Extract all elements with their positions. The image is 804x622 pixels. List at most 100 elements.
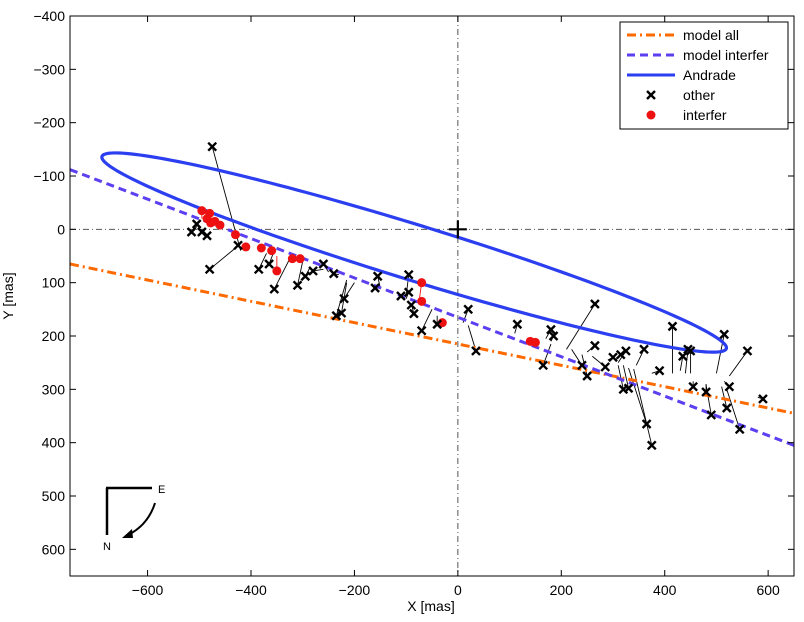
x-tick-label: 0: [454, 582, 462, 598]
interfer-point: [205, 208, 215, 218]
interfer-point: [295, 254, 305, 264]
other-point: [336, 308, 347, 318]
other-point: [742, 346, 753, 356]
other-point: [186, 227, 197, 237]
x-axis-label: X [mas]: [407, 598, 454, 614]
other-point: [202, 230, 212, 241]
residual-line-other: [421, 309, 433, 331]
other-point: [416, 325, 427, 336]
other-point: [641, 419, 652, 429]
interfer-point: [215, 220, 225, 230]
other-point: [463, 304, 474, 315]
other-point: [292, 280, 303, 291]
origin-marker: [448, 220, 467, 239]
x-tick-label: −400: [235, 582, 267, 598]
other-point: [328, 268, 339, 279]
other-point: [403, 269, 414, 280]
other-point: [409, 308, 419, 319]
other-point: [538, 360, 549, 371]
residual-line-other: [297, 261, 304, 286]
other-point: [253, 264, 264, 275]
y-tick-label: −300: [33, 61, 65, 77]
interfer-point: [287, 254, 297, 264]
axes: [69, 15, 795, 577]
legend-marker-other: [646, 90, 656, 100]
residual-line-other: [726, 389, 741, 430]
residual-line-other: [622, 365, 629, 389]
residual-line-other: [273, 258, 291, 290]
other-point: [677, 351, 688, 362]
legend-marker-interfer: [646, 110, 656, 120]
compass-north-label: N: [103, 541, 111, 553]
other-point: [685, 346, 696, 356]
other-point: [370, 283, 380, 293]
residual-line-other: [617, 365, 624, 390]
interfer-point: [230, 230, 240, 240]
other-point: [582, 371, 592, 381]
other-point: [269, 284, 280, 294]
legend-label-other: other: [683, 87, 715, 103]
interfer-point: [241, 242, 251, 252]
other-point: [191, 219, 202, 229]
other-point: [758, 394, 768, 404]
compass-east-label: E: [158, 484, 165, 496]
other-point: [548, 331, 559, 341]
x-tick-label: −200: [339, 582, 371, 598]
other-point: [608, 352, 618, 363]
legend-label-andrade: Andrade: [683, 67, 736, 83]
other-point: [719, 329, 730, 340]
residual-line-other: [542, 343, 552, 366]
other-point: [646, 440, 657, 451]
other-point: [734, 424, 745, 435]
other-point: [724, 381, 735, 392]
residual-line-other: [628, 367, 648, 425]
other-point: [471, 346, 481, 356]
x-axis-ticks: −600 −400 −200 0 200 400 600: [132, 16, 780, 598]
other-point: [318, 259, 329, 269]
other-point: [600, 362, 611, 372]
other-point: [590, 340, 600, 351]
other-point: [396, 291, 406, 301]
y-tick-label: 0: [57, 221, 65, 237]
other-point: [701, 387, 711, 397]
legend-label-interfer: interfer: [683, 107, 727, 123]
other-point: [264, 259, 274, 269]
interfer-point: [417, 296, 427, 306]
other-point: [372, 271, 383, 282]
interfer-point: [417, 278, 427, 288]
y-axis-ticks: −400 −300 −200 −100 0 100 200 300 400 500 600: [33, 8, 794, 557]
plot-area: [70, 16, 794, 576]
y-tick-label: 600: [42, 541, 66, 557]
y-tick-label: 400: [42, 435, 66, 451]
other-point: [512, 319, 523, 330]
other-point: [577, 360, 587, 371]
other-point: [546, 324, 556, 335]
legend-label-model-all: model all: [683, 27, 739, 43]
other-point: [432, 319, 443, 330]
compass-rose: E N: [103, 484, 165, 553]
axes-frame: [69, 15, 795, 577]
y-axis-label: Y [mas]: [0, 272, 16, 319]
other-point: [721, 403, 732, 413]
y-tick-label: 200: [42, 328, 66, 344]
other-point: [590, 299, 600, 309]
other-point: [706, 410, 717, 420]
other-point: [406, 300, 417, 310]
other-point: [331, 310, 342, 321]
other-point: [308, 266, 318, 276]
interfer-point: [197, 206, 207, 216]
other-point: [667, 321, 678, 332]
other-point: [339, 293, 349, 304]
andrade-orbit: [100, 151, 729, 354]
other-point: [688, 381, 699, 392]
y-tick-label: −100: [33, 168, 65, 184]
interfer-point: [530, 337, 540, 347]
residual-line-other: [721, 386, 728, 409]
other-point: [300, 271, 311, 282]
x-tick-label: 400: [653, 582, 677, 598]
x-tick-label: 600: [756, 582, 780, 598]
other-point: [233, 240, 243, 251]
other-point: [654, 365, 665, 376]
interfer-point: [272, 266, 282, 276]
